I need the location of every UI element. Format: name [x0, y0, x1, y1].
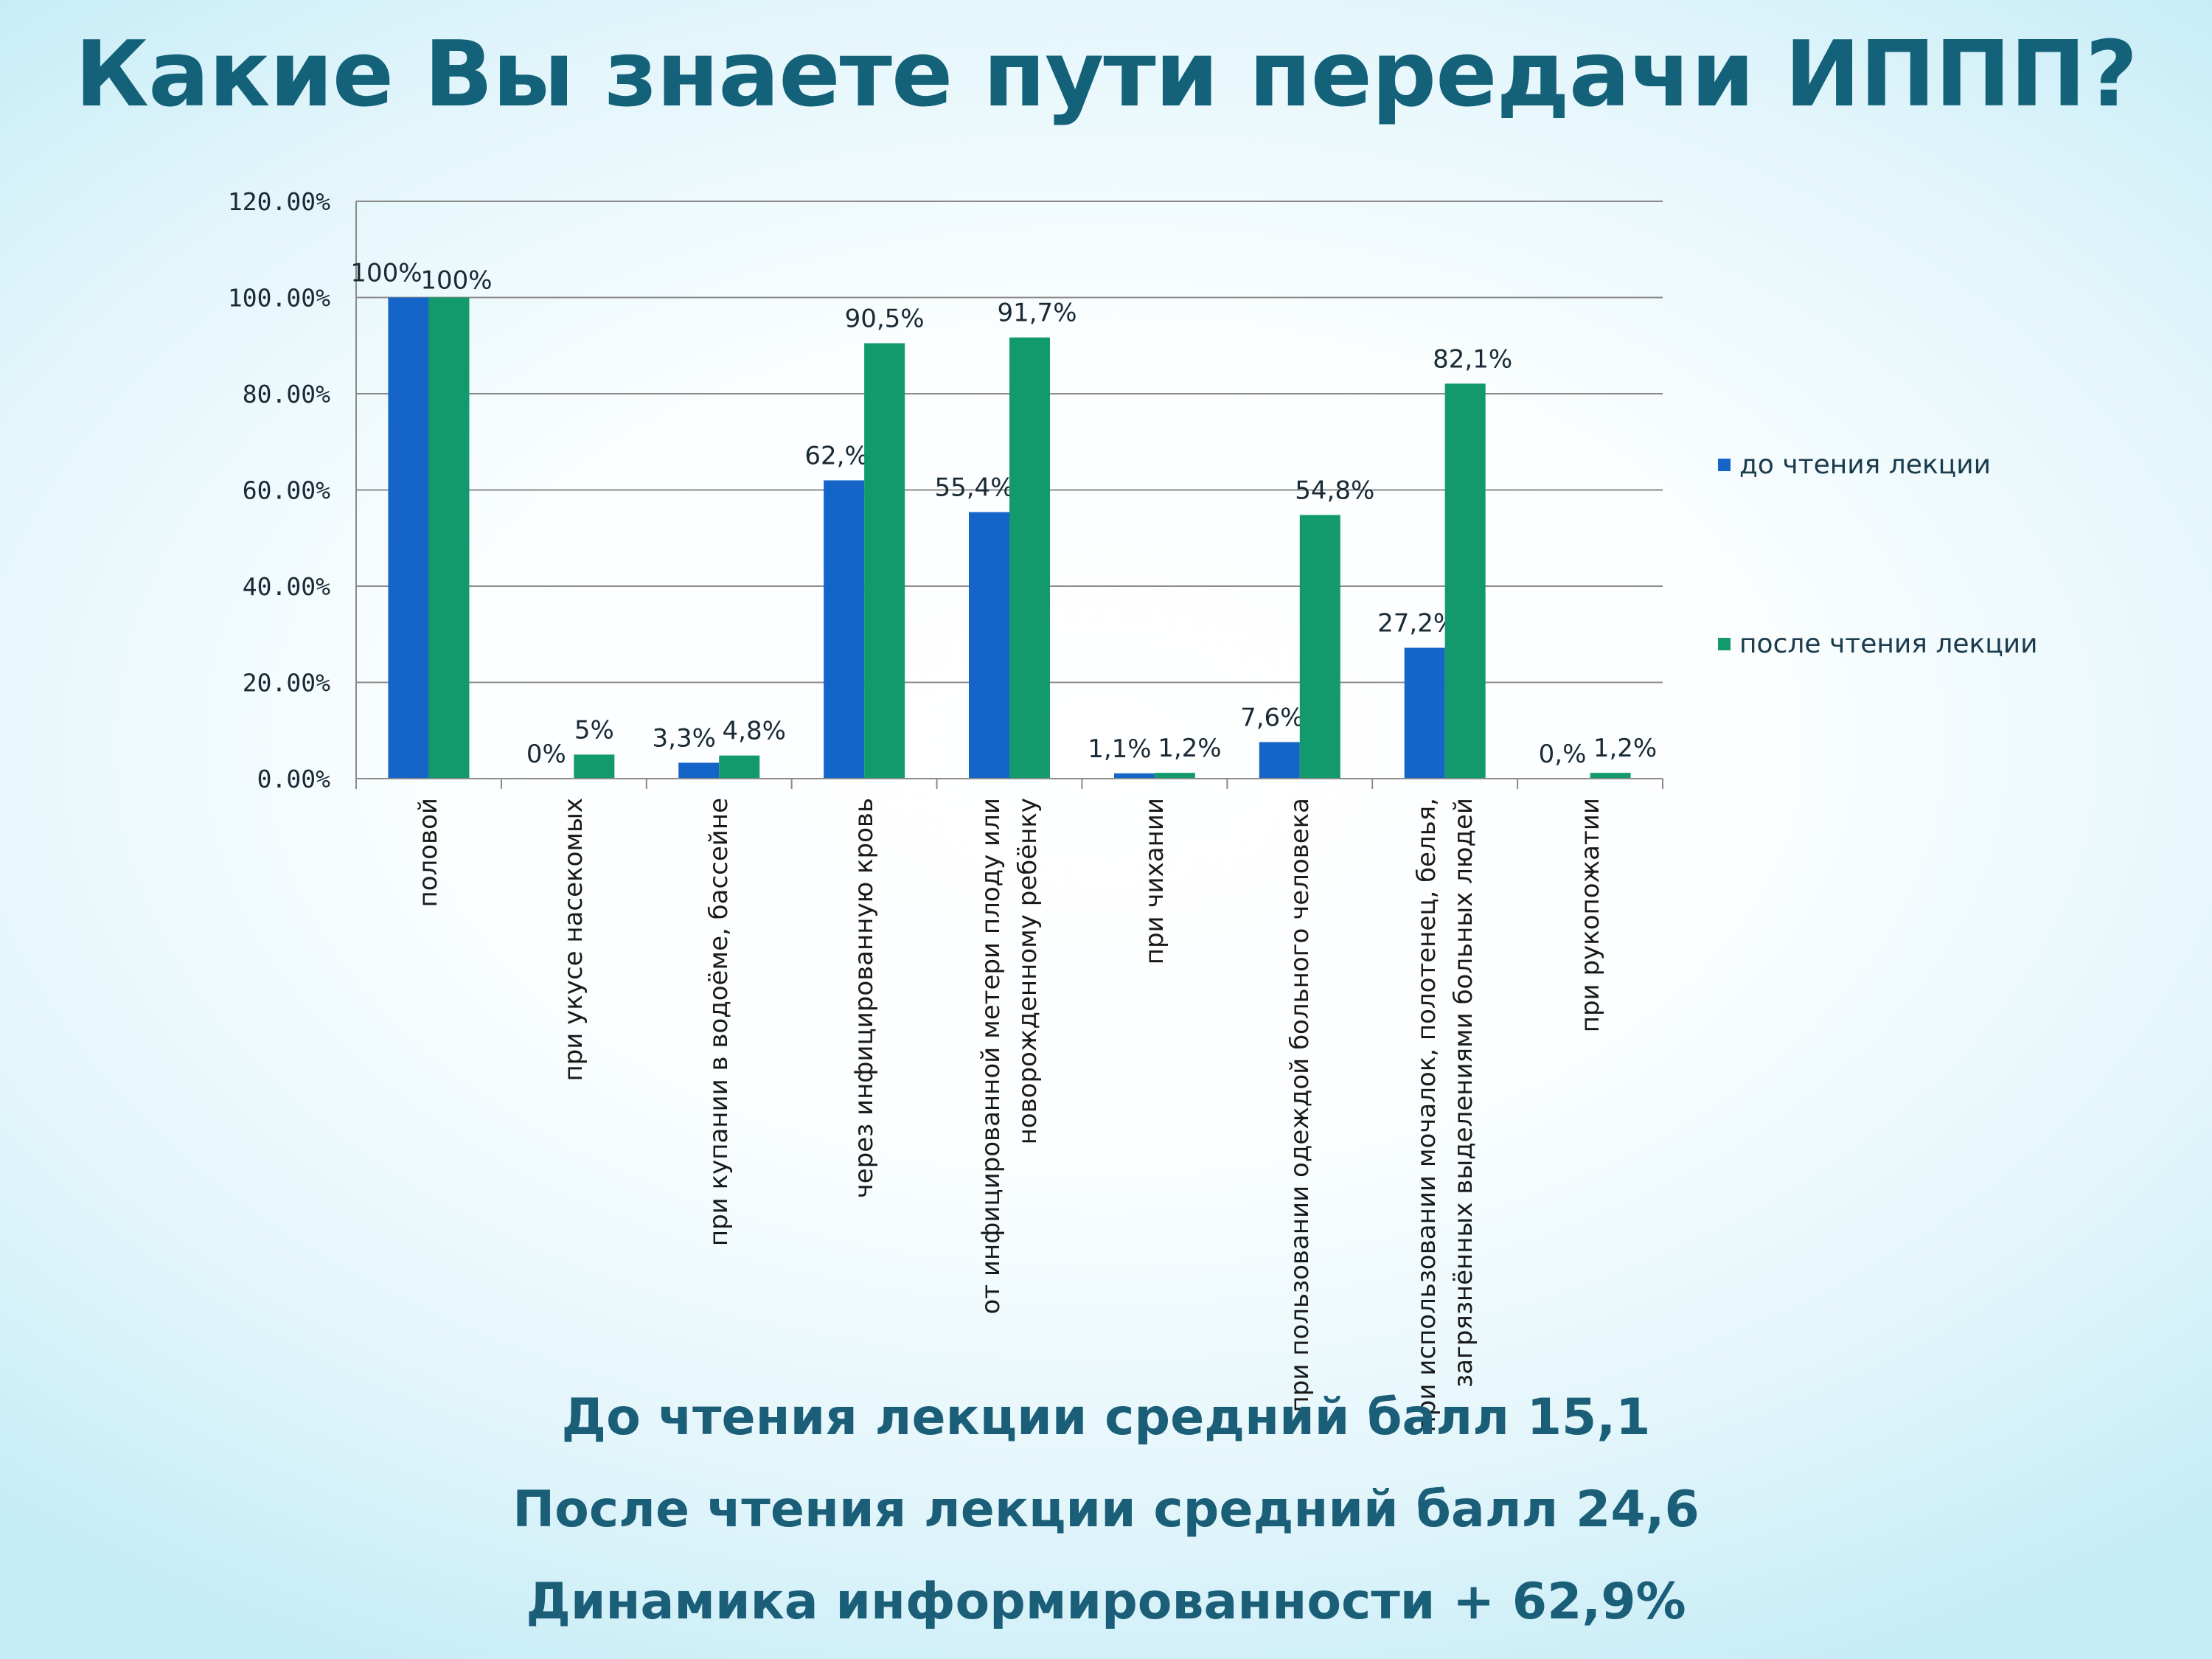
y-tick-label: 100.00%: [228, 284, 330, 313]
category-label: при использовании мочалок, полотенец, бе…: [1411, 798, 1478, 1433]
data-label: 1,2%: [1593, 734, 1657, 763]
category-label: при купании в водоёме, бассейне: [704, 798, 734, 1247]
y-tick-label: 60.00%: [243, 476, 330, 505]
bar: [1154, 773, 1195, 779]
category-label: половой: [414, 798, 444, 908]
legend-item: после чтения лекции: [1718, 629, 2038, 659]
bar: [388, 297, 429, 779]
data-label: 62,%: [804, 441, 868, 470]
category-label: при рукопожатии: [1575, 798, 1605, 1033]
bar: [1590, 773, 1631, 779]
bar: [864, 343, 905, 779]
data-label: 5%: [574, 715, 614, 745]
bar: [574, 754, 615, 779]
data-label: 4,8%: [723, 717, 786, 746]
summary-dynamics: Динамика информированности + 62,9%: [526, 1573, 1686, 1631]
bar: [1404, 647, 1445, 779]
legend-swatch: [1718, 638, 1731, 650]
bar: [1444, 383, 1486, 779]
data-label: 0,%: [1539, 740, 1587, 769]
bar: [719, 755, 760, 779]
data-label: 82,1%: [1433, 344, 1512, 374]
data-label: 27,2%: [1377, 609, 1457, 639]
data-label: 91,7%: [997, 299, 1077, 328]
y-tick-label: 0.00%: [257, 765, 330, 793]
data-label: 7,6%: [1240, 703, 1304, 732]
data-label: 100%: [350, 259, 422, 288]
bar: [969, 512, 1009, 779]
bar: [1113, 773, 1155, 779]
slide-title: Какие Вы знаете пути передачи ИППП?: [74, 22, 2138, 128]
category-label: через инфицированную кровь: [849, 798, 880, 1199]
bar: [1259, 742, 1300, 779]
bar: [824, 480, 865, 779]
legend-swatch: [1718, 459, 1731, 471]
bar: [1299, 515, 1340, 779]
y-tick-label: 20.00%: [243, 669, 330, 698]
category-label: от инфицированной метери плоду или новор…: [976, 798, 1043, 1315]
category-label: при пользовании одеждой больного человек…: [1284, 798, 1315, 1413]
bar: [678, 762, 720, 779]
legend-label: после чтения лекции: [1739, 629, 2038, 659]
bar: [428, 297, 470, 779]
summary-after: После чтения лекции средний балл 24,6: [512, 1481, 1700, 1539]
data-label: 1,2%: [1158, 734, 1221, 763]
y-tick-label: 40.00%: [243, 572, 330, 601]
data-label: 1,1%: [1088, 734, 1151, 764]
y-tick-label: 80.00%: [243, 380, 330, 408]
bar: [1009, 337, 1050, 779]
data-label: 0%: [526, 740, 566, 769]
legend-item: до чтения лекции: [1718, 450, 1991, 480]
data-label: 54,8%: [1295, 476, 1374, 505]
category-label: при укусе насекомых: [559, 798, 589, 1082]
y-tick-label: 120.00%: [228, 187, 330, 216]
summary-before: До чтения лекции средний балл 15,1: [561, 1388, 1651, 1447]
data-label: 3,3%: [653, 723, 716, 753]
legend-label: до чтения лекции: [1739, 450, 1991, 480]
data-label: 55,4%: [934, 473, 1014, 503]
category-label: при чихании: [1139, 798, 1169, 965]
data-label: 100%: [420, 266, 492, 296]
data-label: 90,5%: [845, 304, 925, 333]
